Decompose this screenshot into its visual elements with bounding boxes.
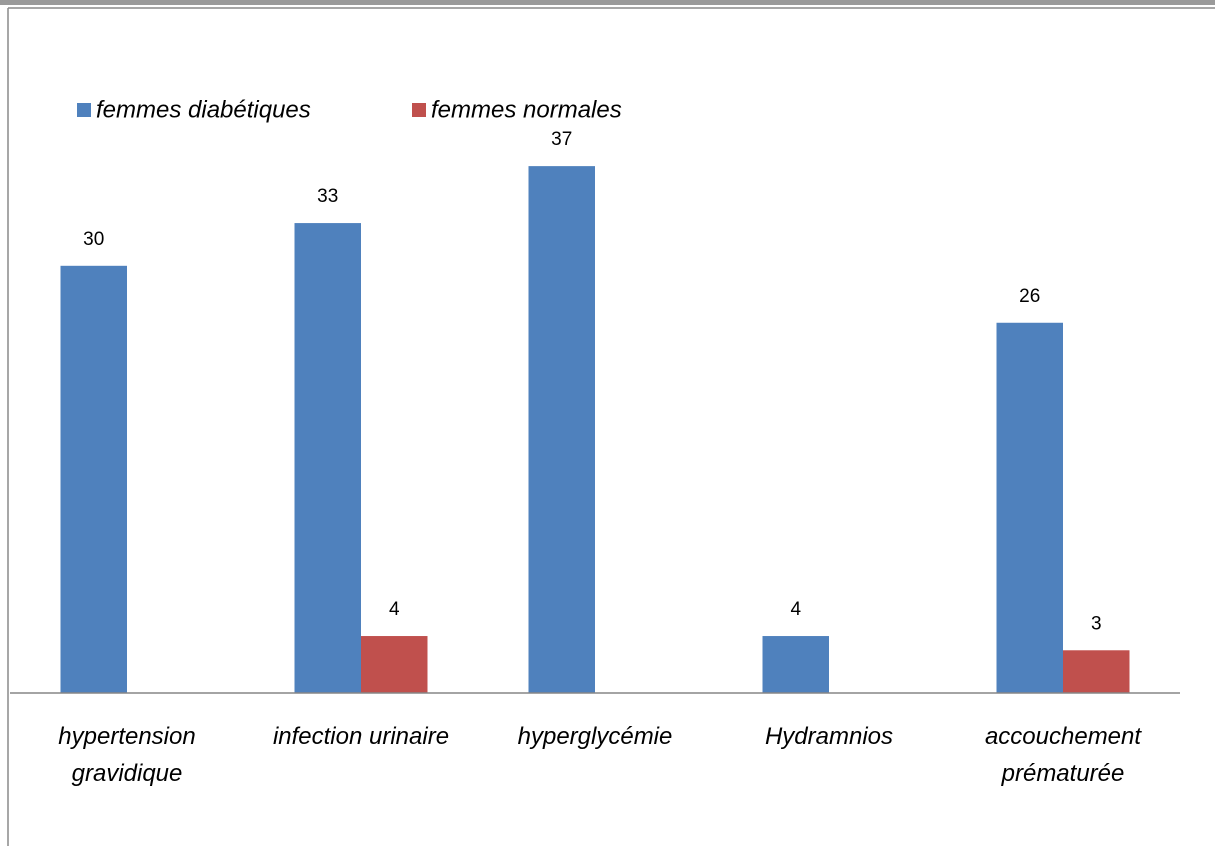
data-label: 33 <box>317 186 338 207</box>
data-label: 4 <box>790 599 801 620</box>
legend-swatch <box>77 103 91 117</box>
x-tick-label: hypertension gravidique <box>58 723 196 787</box>
bar <box>361 636 428 693</box>
legend-label: femmes diabétiques <box>96 96 311 123</box>
x-tick-label: accouchement prématurée <box>984 723 1142 787</box>
x-tick-label: infection urinaire <box>272 723 450 750</box>
bar <box>1063 650 1130 693</box>
data-label: 3 <box>1091 613 1102 634</box>
bar <box>60 265 127 693</box>
bar <box>528 166 595 693</box>
top-bar <box>0 0 1215 5</box>
legend-label: femmes normales <box>431 96 622 123</box>
x-tick-label: Hydramnios <box>764 723 894 750</box>
bar <box>996 322 1063 693</box>
x-tick-label: hyperglycémie <box>517 723 673 750</box>
data-label: 26 <box>1019 286 1040 307</box>
data-label: 37 <box>551 129 572 150</box>
data-label: 30 <box>83 229 104 250</box>
legend-swatch <box>412 103 426 117</box>
bar <box>294 223 361 693</box>
data-label: 4 <box>389 599 400 620</box>
bar <box>762 636 829 693</box>
